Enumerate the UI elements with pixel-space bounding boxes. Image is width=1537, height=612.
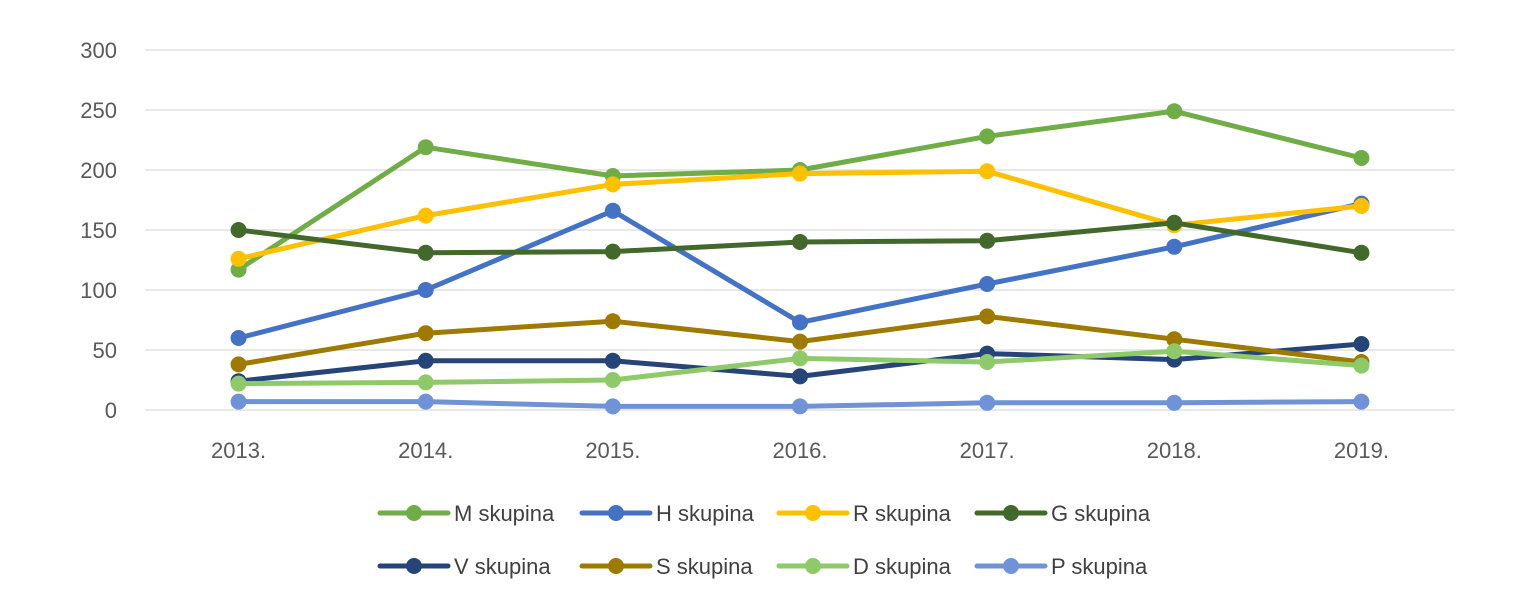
- legend-marker: [406, 558, 422, 574]
- x-tick-label: 2013.: [211, 438, 266, 463]
- legend-label: R skupina: [853, 501, 952, 526]
- data-point: [979, 232, 996, 249]
- data-point: [1353, 150, 1370, 166]
- data-point: [604, 313, 621, 330]
- series-g-skupina: [230, 214, 1370, 261]
- x-tick-label: 2017.: [960, 438, 1015, 463]
- legend-item: R skupina: [776, 501, 952, 526]
- data-point: [792, 314, 808, 331]
- y-tick-label: 0: [105, 398, 117, 423]
- data-point: [792, 165, 808, 182]
- legend-label: V skupina: [454, 554, 551, 579]
- data-point: [1353, 336, 1370, 352]
- series-group: [230, 103, 1370, 415]
- legend-label: G skupina: [1051, 501, 1151, 526]
- data-point: [792, 368, 808, 385]
- data-point: [979, 128, 996, 145]
- x-tick-label: 2014.: [398, 438, 453, 463]
- y-tick-label: 250: [80, 98, 117, 123]
- data-point: [604, 352, 621, 369]
- data-point: [230, 375, 247, 392]
- x-tick-label: 2015.: [585, 438, 640, 463]
- y-tick-label: 300: [80, 38, 117, 63]
- legend-marker: [608, 558, 624, 574]
- legend-label: M skupina: [454, 501, 555, 526]
- data-point: [604, 372, 621, 388]
- data-point: [979, 354, 996, 370]
- legend-marker: [805, 505, 821, 521]
- data-point: [230, 393, 247, 410]
- x-axis: 2013. 2014. 2015. 2016. 2017. 2018. 2019.: [211, 438, 1389, 463]
- data-point: [1166, 238, 1183, 255]
- legend-marker: [406, 505, 422, 521]
- data-point: [230, 330, 247, 346]
- legend-item: V skupina: [377, 554, 551, 579]
- data-point: [1353, 198, 1370, 214]
- data-point: [979, 276, 996, 292]
- legend-label: P skupina: [1051, 554, 1148, 579]
- legend-item: P skupina: [974, 554, 1148, 579]
- data-point: [604, 176, 621, 193]
- data-point: [417, 139, 434, 156]
- y-tick-label: 150: [80, 218, 117, 243]
- legend-item: D skupina: [776, 554, 952, 579]
- data-point: [417, 244, 434, 261]
- legend-marker: [1003, 558, 1019, 574]
- y-tick-label: 100: [80, 278, 117, 303]
- legend-marker: [805, 558, 821, 574]
- data-point: [792, 350, 808, 367]
- data-point: [1166, 331, 1183, 348]
- legend-item: M skupina: [377, 501, 555, 526]
- data-point: [417, 374, 434, 391]
- data-point: [1353, 393, 1370, 410]
- legend-marker: [1003, 505, 1019, 521]
- x-tick-label: 2016.: [772, 438, 827, 463]
- data-point: [979, 394, 996, 411]
- legend-label: H skupina: [656, 501, 755, 526]
- data-point: [1166, 214, 1183, 231]
- series-h-skupina: [230, 195, 1370, 346]
- data-point: [230, 356, 247, 373]
- legend-item: G skupina: [974, 501, 1151, 526]
- data-point: [1353, 357, 1370, 374]
- data-point: [1166, 343, 1183, 360]
- data-point: [230, 222, 247, 238]
- data-point: [792, 333, 808, 350]
- data-point: [1166, 103, 1183, 120]
- data-point: [604, 243, 621, 260]
- data-point: [230, 250, 247, 267]
- data-point: [792, 234, 808, 250]
- y-tick-label: 200: [80, 158, 117, 183]
- series-d-skupina: [230, 343, 1370, 392]
- data-point: [417, 282, 434, 298]
- data-point: [792, 398, 808, 415]
- data-point: [417, 207, 434, 224]
- data-point: [979, 308, 996, 325]
- legend-item: H skupina: [579, 501, 755, 526]
- data-point: [417, 352, 434, 369]
- legend-marker: [608, 505, 624, 521]
- x-tick-label: 2018.: [1147, 438, 1202, 463]
- legend-label: S skupina: [656, 554, 753, 579]
- y-axis: 0 50 100 150 200 250 300: [80, 38, 117, 423]
- x-tick-label: 2019.: [1334, 438, 1389, 463]
- series-p-skupina: [230, 393, 1370, 415]
- data-point: [1166, 394, 1183, 411]
- data-point: [979, 163, 996, 180]
- data-point: [417, 393, 434, 410]
- legend: M skupina H skupina R skupina G skupina V sk…: [377, 501, 1151, 579]
- data-point: [1353, 244, 1370, 261]
- data-point: [417, 325, 434, 342]
- legend-label: D skupina: [853, 554, 952, 579]
- data-point: [604, 202, 621, 219]
- legend-item: S skupina: [579, 554, 753, 579]
- y-tick-label: 50: [93, 338, 117, 363]
- data-point: [604, 398, 621, 415]
